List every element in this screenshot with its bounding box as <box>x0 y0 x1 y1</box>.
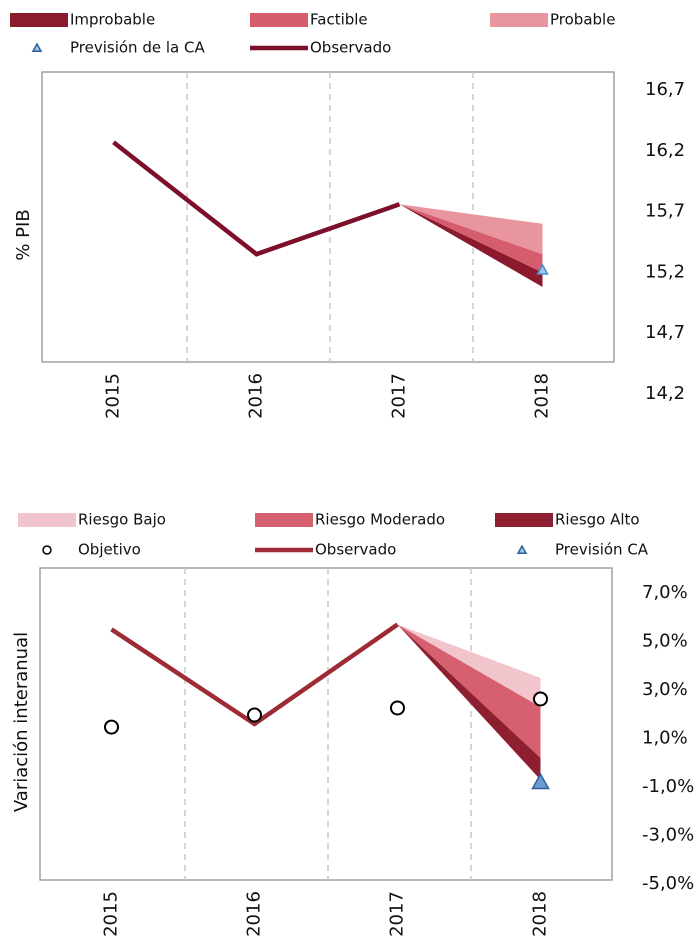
legend-swatch <box>31 42 43 52</box>
x-tick-label: 2015 <box>103 373 124 419</box>
legend-label: Observado <box>310 39 391 57</box>
target-marker <box>533 691 548 707</box>
observed-line <box>110 622 399 727</box>
x-tick-label: 2017 <box>389 373 410 419</box>
x-tick-label: 2018 <box>532 373 553 419</box>
target-marker <box>104 719 119 735</box>
x-tick-label: 2016 <box>246 373 267 419</box>
fan-band <box>399 204 543 273</box>
legend-label: Riesgo Moderado <box>315 511 445 529</box>
legend-swatch <box>250 13 308 27</box>
y-tick-label: 7,0% <box>642 582 688 603</box>
legend-swatch <box>490 13 548 27</box>
legend-label: Previsión CA <box>555 541 649 559</box>
observed-line <box>112 140 401 257</box>
x-tick-label: 2017 <box>387 891 408 937</box>
y-tick-label: -1,0% <box>642 776 694 797</box>
x-tick-label: 2018 <box>530 891 551 937</box>
y-tick-label: -5,0% <box>642 873 694 894</box>
legend-swatch <box>255 513 313 527</box>
legend-label: Objetivo <box>78 541 141 559</box>
legend-label: Riesgo Bajo <box>78 511 166 529</box>
y-tick-label: 15,2 <box>645 261 685 282</box>
y-tick-label: 16,2 <box>645 140 685 161</box>
y-tick-label: 14,2 <box>645 383 685 404</box>
legend-label: Previsión de la CA <box>70 39 205 57</box>
y-axis-label: % PIB <box>13 209 34 260</box>
plot-frame <box>39 567 613 881</box>
y-tick-label: 5,0% <box>642 631 688 652</box>
legend-swatch <box>42 545 52 555</box>
legend-label: Probable <box>550 11 615 29</box>
y-tick-label: -3,0% <box>642 825 694 846</box>
plot-frame <box>41 71 615 363</box>
y-tick-label: 15,7 <box>645 201 685 222</box>
fan-band <box>397 624 541 780</box>
x-tick-label: 2015 <box>101 891 122 937</box>
y-tick-label: 14,7 <box>645 322 685 343</box>
y-axis-label: Variación interanual <box>11 632 32 812</box>
legend-swatch <box>495 513 553 527</box>
legend-swatch <box>516 544 528 554</box>
y-tick-label: 16,7 <box>645 79 685 100</box>
legend-label: Factible <box>310 11 368 29</box>
y-tick-label: 1,0% <box>642 728 688 749</box>
fan-band <box>399 204 543 255</box>
legend-swatch <box>10 13 68 27</box>
legend-label: Riesgo Alto <box>555 511 640 529</box>
target-marker <box>247 707 262 723</box>
fan-band <box>399 204 543 287</box>
y-tick-label: 3,0% <box>642 679 688 700</box>
target-marker <box>390 700 405 716</box>
legend-label: Improbable <box>70 11 155 29</box>
legend-label: Observado <box>315 541 396 559</box>
forecast-marker <box>536 263 549 275</box>
forecast-marker <box>531 772 550 790</box>
x-tick-label: 2016 <box>244 891 265 937</box>
legend-swatch <box>18 513 76 527</box>
